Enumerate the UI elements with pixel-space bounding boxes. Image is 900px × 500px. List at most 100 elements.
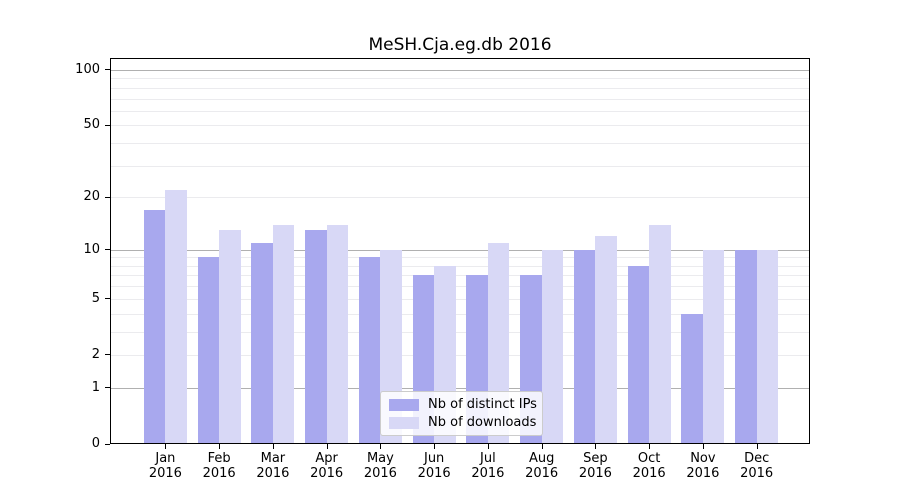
x-label-month: Nov (690, 451, 716, 466)
major-gridline (111, 249, 809, 251)
x-label-month: Jun (423, 451, 445, 466)
bar-ips-jan (143, 209, 166, 443)
bar-downloads-dec (756, 249, 779, 443)
y-tick-label: 2 (91, 346, 100, 362)
x-tick-label: Nov 2016 (671, 451, 735, 481)
x-tick-label: Feb 2016 (187, 451, 251, 481)
x-tick-label: Dec 2016 (725, 451, 789, 481)
y-tick (105, 124, 110, 126)
x-tick-label: Mar 2016 (241, 451, 305, 481)
bar-ips-feb (197, 257, 220, 443)
minor-gridline (111, 165, 809, 167)
x-label-month: Jan (155, 451, 176, 466)
major-gridline (111, 69, 809, 71)
x-label-month: Dec (744, 451, 770, 466)
minor-gridline (111, 125, 809, 127)
x-label-year: 2016 (578, 466, 612, 481)
x-tick-label: May 2016 (348, 451, 412, 481)
minor-gridline (111, 197, 809, 199)
y-tick-label: 1 (91, 379, 100, 395)
bar-ips-mar (251, 242, 273, 443)
y-tick (105, 196, 110, 198)
bar-downloads-aug (541, 249, 564, 443)
y-tick (105, 249, 110, 251)
bar-downloads-mar (272, 224, 295, 443)
minor-gridline (111, 143, 809, 145)
bar-downloads-feb (219, 230, 241, 443)
minor-gridline (111, 298, 809, 300)
x-tick (326, 444, 328, 449)
x-label-year: 2016 (417, 466, 451, 481)
x-label-month: Mar (260, 451, 286, 466)
bar-downloads-sep (595, 236, 617, 443)
y-tick-label: 10 (83, 241, 100, 257)
x-tick-label: Sep 2016 (563, 451, 627, 481)
minor-gridline (111, 354, 809, 356)
bar-ips-may (358, 257, 381, 443)
bar-ips-apr (305, 230, 327, 443)
x-tick-label: Jun 2016 (402, 451, 466, 481)
minor-gridline (111, 331, 809, 333)
major-gridline (111, 387, 809, 389)
x-tick-label: Apr 2016 (295, 451, 359, 481)
x-label-year: 2016 (740, 466, 774, 481)
x-tick-label: Oct 2016 (617, 451, 681, 481)
x-label-year: 2016 (525, 466, 559, 481)
minor-gridline (111, 98, 809, 100)
y-tick (105, 387, 110, 389)
chart-title: MeSH.Cja.eg.db 2016 (368, 35, 552, 55)
legend-label: Nb of distinct IPs (428, 397, 537, 412)
y-tick (105, 443, 110, 445)
x-label-year: 2016 (202, 466, 236, 481)
y-tick-label: 100 (75, 61, 100, 77)
bar-ips-dec (735, 249, 757, 443)
plot-area (110, 58, 810, 444)
x-label-year: 2016 (148, 466, 182, 481)
y-tick (105, 354, 110, 356)
minor-gridline (111, 110, 809, 112)
minor-gridline (111, 265, 809, 267)
bar-downloads-oct (649, 224, 671, 443)
x-label-month: May (366, 451, 394, 466)
legend-item: Nb of distinct IPs (389, 397, 537, 412)
x-tick (219, 444, 221, 449)
bar-downloads-apr (326, 224, 349, 443)
minor-gridline (111, 275, 809, 277)
x-tick (702, 444, 704, 449)
bar-downloads-nov (702, 249, 725, 443)
x-label-month: Sep (583, 451, 608, 466)
x-label-year: 2016 (632, 466, 666, 481)
x-label-month: Feb (207, 451, 231, 466)
x-tick-label: Jul 2016 (456, 451, 520, 481)
y-tick-label: 5 (91, 290, 100, 306)
x-tick (595, 444, 597, 449)
y-tick-label: 20 (83, 189, 100, 205)
x-tick-label: Aug 2016 (510, 451, 574, 481)
y-tick (105, 298, 110, 300)
x-tick (434, 444, 436, 449)
x-tick (380, 444, 382, 449)
bar-downloads-jan (165, 189, 187, 443)
legend-label: Nb of downloads (428, 415, 537, 430)
legend: Nb of distinct IPs Nb of downloads (380, 391, 543, 436)
y-tick (105, 69, 110, 71)
minor-gridline (111, 87, 809, 89)
x-tick (165, 444, 167, 449)
x-label-month: Jul (480, 451, 496, 466)
y-tick-label: 50 (83, 117, 100, 133)
minor-gridline (111, 313, 809, 315)
minor-gridline (111, 257, 809, 259)
x-label-year: 2016 (256, 466, 290, 481)
x-label-year: 2016 (686, 466, 720, 481)
legend-swatch-ips (389, 398, 419, 411)
minor-gridline (111, 78, 809, 80)
x-label-year: 2016 (471, 466, 505, 481)
x-tick-label: Jan 2016 (133, 451, 197, 481)
x-label-year: 2016 (363, 466, 397, 481)
x-tick (272, 444, 274, 449)
x-label-year: 2016 (310, 466, 344, 481)
legend-swatch-downloads (389, 416, 419, 429)
x-label-month: Oct (637, 451, 661, 466)
bar-ips-sep (573, 249, 596, 443)
minor-gridline (111, 286, 809, 288)
